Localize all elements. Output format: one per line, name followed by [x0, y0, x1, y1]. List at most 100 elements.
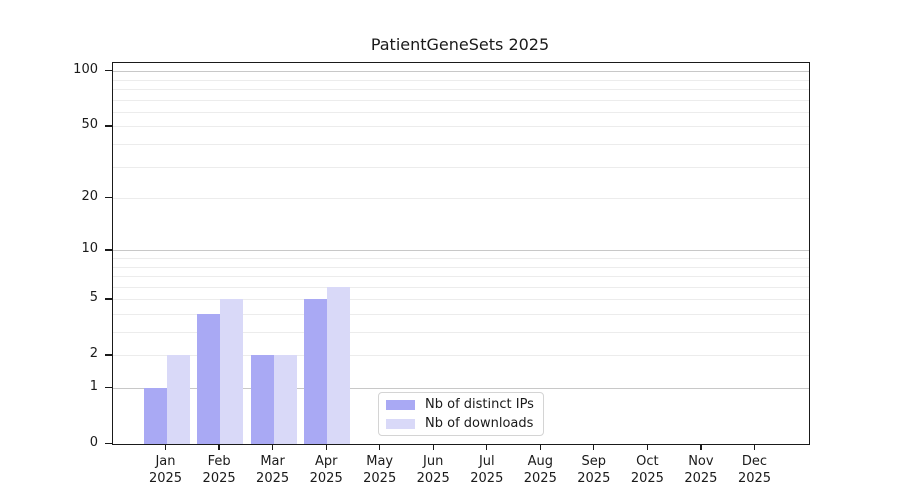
y-tick-label-10: 10: [81, 241, 98, 257]
chart-title: PatientGeneSets 2025: [370, 35, 550, 54]
x-tick-month: Jul: [478, 454, 495, 469]
y-tick-label-5: 5: [89, 290, 98, 306]
x-tick-label-mar: Mar 2025: [238, 453, 308, 487]
x-tick-mark-jul: [486, 444, 488, 450]
x-tick-month: Oct: [636, 454, 659, 469]
x-tick-mark-mar: [271, 444, 274, 450]
x-tick-mark-may: [379, 444, 381, 450]
y-tick-label-50: 50: [81, 117, 98, 133]
plot-area: [112, 62, 810, 445]
gridline-80: [113, 88, 809, 90]
x-tick-label-aug: Aug 2025: [505, 453, 575, 487]
y-tick-mark-20: [105, 197, 112, 199]
gridline-9: [113, 258, 809, 259]
x-tick-month: Apr: [314, 454, 338, 469]
legend-swatch-distinct-ips: [386, 399, 415, 410]
x-tick-month: Jun: [423, 454, 444, 469]
x-tick-mark-oct: [646, 444, 649, 450]
gridline-50: [113, 126, 809, 128]
x-tick-mark-aug: [539, 444, 541, 450]
y-tick-label-20: 20: [81, 189, 98, 204]
legend-label-distinct-ips: Nb of distinct IPs: [425, 397, 534, 412]
bar-jan-downloads: [166, 355, 190, 444]
legend-entry-distinct-ips: Nb of distinct IPs: [386, 397, 543, 412]
gridline-4: [113, 314, 809, 315]
x-tick-year: 2025: [256, 471, 290, 486]
x-tick-month: Dec: [741, 454, 768, 469]
legend-swatch-downloads: [386, 418, 415, 429]
bar-jan-distinct-ips: [143, 388, 167, 444]
gridline-3: [113, 332, 809, 333]
gridline-20: [113, 198, 809, 199]
gridline-70: [113, 99, 809, 101]
x-tick-label-nov: Nov 2025: [666, 453, 736, 487]
gridline-5: [113, 299, 809, 301]
x-tick-label-may: May 2025: [345, 453, 415, 487]
x-tick-mark-jan: [164, 444, 167, 450]
y-tick-label-0: 0: [89, 435, 98, 450]
gridline-60: [113, 111, 809, 113]
x-tick-label-apr: Apr 2025: [291, 453, 361, 487]
gridline-90: [113, 79, 809, 81]
bar-mar-downloads: [273, 355, 297, 444]
gridline-100: [113, 71, 809, 73]
x-tick-label-jan: Jan 2025: [131, 453, 201, 487]
x-tick-month: Feb: [207, 454, 231, 469]
gridline-7: [113, 276, 809, 277]
x-tick-year: 2025: [630, 471, 664, 486]
x-tick-mark-dec: [753, 444, 756, 450]
x-tick-year: 2025: [363, 471, 397, 486]
x-tick-mark-apr: [325, 444, 327, 450]
x-tick-year: 2025: [202, 471, 236, 486]
bar-apr-downloads: [327, 286, 351, 444]
legend-label-downloads: Nb of downloads: [425, 416, 534, 431]
x-tick-label-jun: Jun 2025: [398, 453, 468, 487]
x-tick-month: Jan: [155, 454, 176, 469]
y-tick-mark-100: [105, 70, 112, 72]
gridline-40: [113, 143, 809, 145]
y-tick-mark-0: [105, 443, 112, 445]
y-tick-mark-1: [105, 387, 112, 389]
y-tick-mark-2: [105, 354, 112, 356]
x-tick-year: 2025: [684, 471, 718, 486]
gridline-8: [113, 266, 809, 268]
bar-apr-distinct-ips: [304, 299, 328, 444]
x-tick-year: 2025: [148, 471, 183, 486]
y-tick-mark-10: [105, 249, 112, 251]
x-tick-month: Mar: [260, 454, 285, 469]
x-tick-mark-nov: [700, 444, 702, 450]
gridline-2: [113, 355, 809, 357]
x-tick-label-sep: Sep 2025: [559, 453, 629, 487]
bar-mar-distinct-ips: [250, 355, 274, 444]
x-tick-label-oct: Oct 2025: [612, 453, 682, 487]
y-tick-label-1: 1: [89, 379, 98, 394]
x-tick-month: Nov: [688, 454, 714, 469]
gridline-6: [113, 286, 809, 288]
bar-feb-distinct-ips: [197, 314, 221, 444]
x-tick-month: Aug: [527, 454, 553, 469]
x-tick-label-dec: Dec 2025: [720, 453, 790, 487]
y-tick-label-100: 100: [73, 62, 98, 78]
x-tick-mark-jun: [432, 444, 434, 450]
legend-entry-downloads: Nb of downloads: [386, 416, 543, 431]
x-tick-year: 2025: [577, 471, 611, 486]
x-tick-label-feb: Feb 2025: [184, 453, 254, 487]
x-tick-year: 2025: [523, 471, 557, 486]
gridline-1: [113, 388, 809, 389]
y-tick-mark-5: [105, 298, 112, 300]
x-tick-mark-sep: [593, 444, 595, 450]
gridline-30: [113, 166, 809, 168]
x-tick-mark-feb: [218, 444, 220, 450]
x-tick-label-jul: Jul 2025: [452, 453, 522, 487]
x-tick-year: 2025: [416, 471, 450, 486]
bar-feb-downloads: [220, 299, 244, 444]
x-tick-month: May: [366, 454, 394, 469]
legend: Nb of distinct IPs Nb of downloads: [378, 392, 544, 436]
gridline-10: [113, 250, 809, 252]
x-tick-month: Sep: [581, 454, 607, 469]
y-tick-mark-50: [105, 125, 112, 127]
x-tick-year: 2025: [737, 471, 772, 486]
x-tick-year: 2025: [309, 471, 343, 486]
x-tick-year: 2025: [470, 471, 504, 486]
